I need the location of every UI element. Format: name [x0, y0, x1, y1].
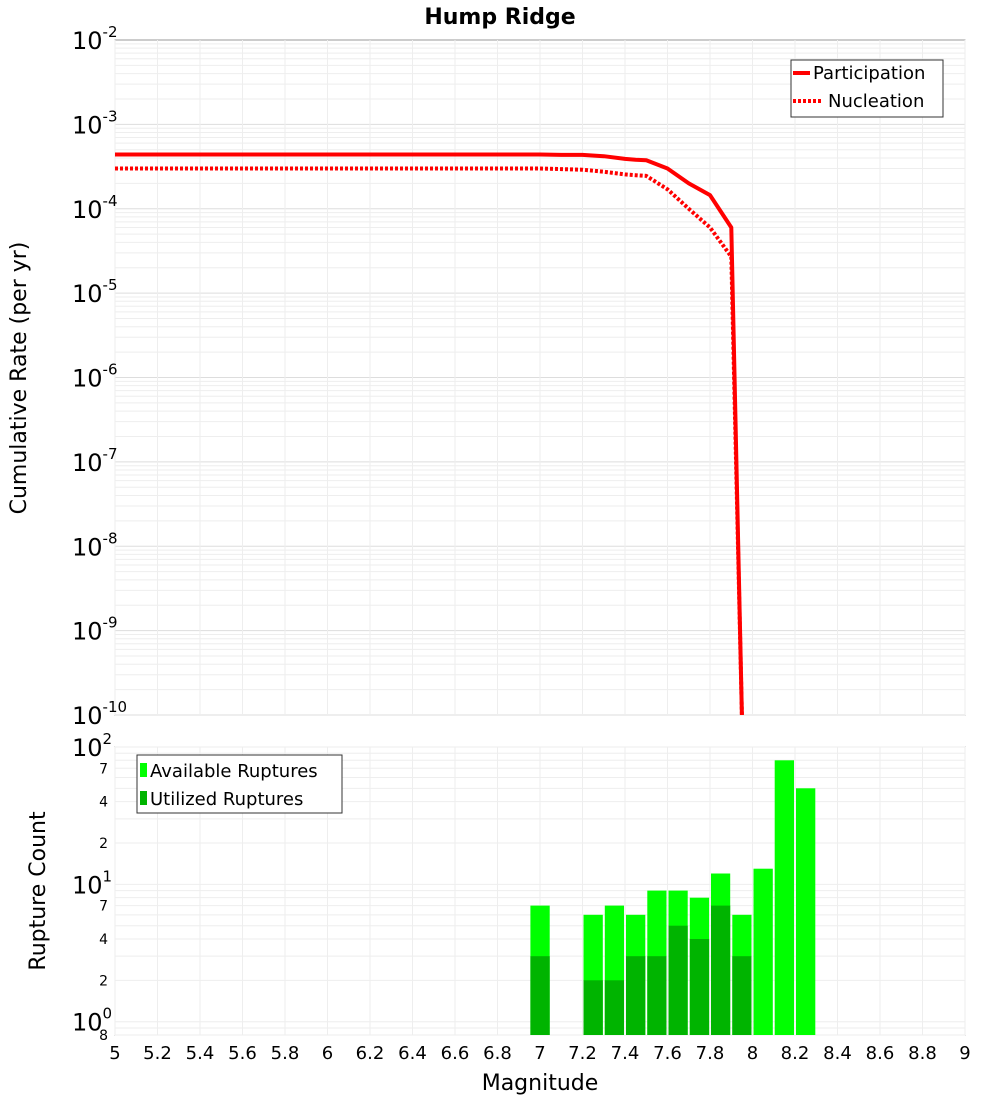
utilized-rupture-bar	[689, 939, 710, 1035]
bottom-legend: Available Ruptures Utilized Ruptures	[136, 754, 343, 814]
chart-title: Hump Ridge	[424, 5, 575, 30]
utilized-rupture-bar	[647, 956, 667, 1035]
bottom-y-minor-tick-label: 8	[99, 1028, 108, 1044]
bottom-y-major-tick-label: 100	[72, 1005, 112, 1037]
top-y-ticks: 10-10 10-9 10-8 10-7 10-6 10-5 10-4 10-3 10-2	[72, 23, 127, 730]
x-tick-label: 6.2	[356, 1043, 385, 1064]
bottom-y-minor-tick-label: 7	[99, 899, 108, 915]
top-series-lines	[115, 152, 744, 716]
x-tick-label: 6.4	[398, 1043, 427, 1064]
x-tick-label: 5	[109, 1043, 120, 1064]
x-tick-label: 7.4	[611, 1043, 640, 1064]
x-tick-label: 8.6	[866, 1043, 895, 1064]
utilized-rupture-bar	[583, 980, 603, 1035]
x-axis-label: Magnitude	[482, 1071, 599, 1096]
top-gridlines	[114, 40, 966, 716]
top-legend: Participation Nucleation	[790, 59, 944, 118]
bottom-y-major-tick-label: 101	[72, 867, 112, 899]
bottom-y-axis-label: Rupture Count	[26, 811, 51, 971]
bottom-bars	[530, 760, 816, 1035]
x-tick-label: 6.8	[483, 1043, 512, 1064]
top-y-tick-label: 10-4	[72, 192, 118, 224]
top-y-tick-label: 10-6	[72, 361, 118, 393]
top-legend-box	[790, 59, 944, 118]
bottom-legend-box	[136, 754, 343, 814]
x-tick-label: 5.8	[271, 1043, 300, 1064]
bottom-y-minor-tick-label: 4	[99, 932, 108, 948]
series-line-participation	[115, 152, 744, 716]
x-tick-label: 6	[322, 1043, 333, 1064]
bottom-y-minor-tick-label: 2	[99, 836, 108, 852]
x-tick-label: 7.2	[568, 1043, 597, 1064]
top-y-tick-label: 10-7	[72, 445, 118, 477]
top-y-tick-label: 10-8	[72, 529, 118, 561]
x-tick-label: 5.6	[228, 1043, 257, 1064]
x-tick-label: 9	[959, 1043, 970, 1064]
legend-nucleation-label: Nucleation	[828, 91, 924, 112]
top-plot: 10-10 10-9 10-8 10-7 10-6 10-5 10-4 10-3 10-2 Cu…	[7, 23, 966, 730]
x-tick-label: 6.6	[441, 1043, 470, 1064]
available-rupture-bar	[796, 788, 816, 1035]
top-y-tick-label: 10-3	[72, 107, 118, 139]
x-axis-ticks: 5 5.2 5.4 5.6 5.8 6 6.2 6.4 6.6 6.8 7 7.2 7.4 7.6 7.8 8…	[109, 1043, 970, 1064]
x-tick-label: 8	[747, 1043, 758, 1064]
available-rupture-bar	[774, 760, 794, 1035]
x-tick-label: 8.2	[781, 1043, 810, 1064]
x-tick-label: 5.4	[186, 1043, 215, 1064]
x-tick-label: 7.6	[653, 1043, 682, 1064]
legend-utilized-label: Utilized Ruptures	[150, 789, 303, 810]
bottom-y-minor-tick-label: 2	[99, 973, 108, 989]
x-tick-label: 5.2	[143, 1043, 172, 1064]
bottom-y-major-tick-label: 102	[72, 730, 112, 762]
utilized-rupture-bar	[604, 980, 624, 1035]
top-y-tick-label: 10-10	[72, 698, 127, 730]
x-tick-label: 7.8	[696, 1043, 725, 1064]
legend-available-label: Available Ruptures	[150, 761, 318, 782]
series-line-nucleation	[115, 166, 744, 716]
bottom-y-minor-tick-label: 7	[99, 761, 108, 777]
legend-participation-label: Participation	[813, 63, 925, 84]
top-y-axis-label: Cumulative Rate (per yr)	[7, 242, 32, 515]
utilized-rupture-bar	[668, 925, 688, 1035]
bottom-y-minor-tick-label: 4	[99, 795, 108, 811]
x-tick-label: 8.8	[908, 1043, 937, 1064]
top-y-tick-label: 10-9	[72, 614, 118, 646]
utilized-rupture-bar	[530, 956, 550, 1035]
x-tick-label: 7	[534, 1043, 545, 1064]
legend-utilized-swatch	[140, 791, 147, 805]
top-y-tick-label: 10-2	[72, 23, 118, 55]
top-y-tick-label: 10-5	[72, 276, 118, 308]
utilized-rupture-bar	[711, 905, 731, 1035]
available-rupture-bar	[753, 868, 773, 1035]
bottom-plot: 100 101 102 8 2 4 7 2 4 7 5 5.2 5.4 5.6 5.8 6 6.2 6.4 6.6…	[26, 730, 971, 1096]
legend-available-swatch	[140, 763, 147, 777]
bottom-y-ticks: 100 101 102 8 2 4 7 2 4 7	[72, 730, 112, 1044]
utilized-rupture-bar	[732, 956, 752, 1035]
x-tick-label: 8.4	[823, 1043, 852, 1064]
utilized-rupture-bar	[626, 956, 646, 1035]
